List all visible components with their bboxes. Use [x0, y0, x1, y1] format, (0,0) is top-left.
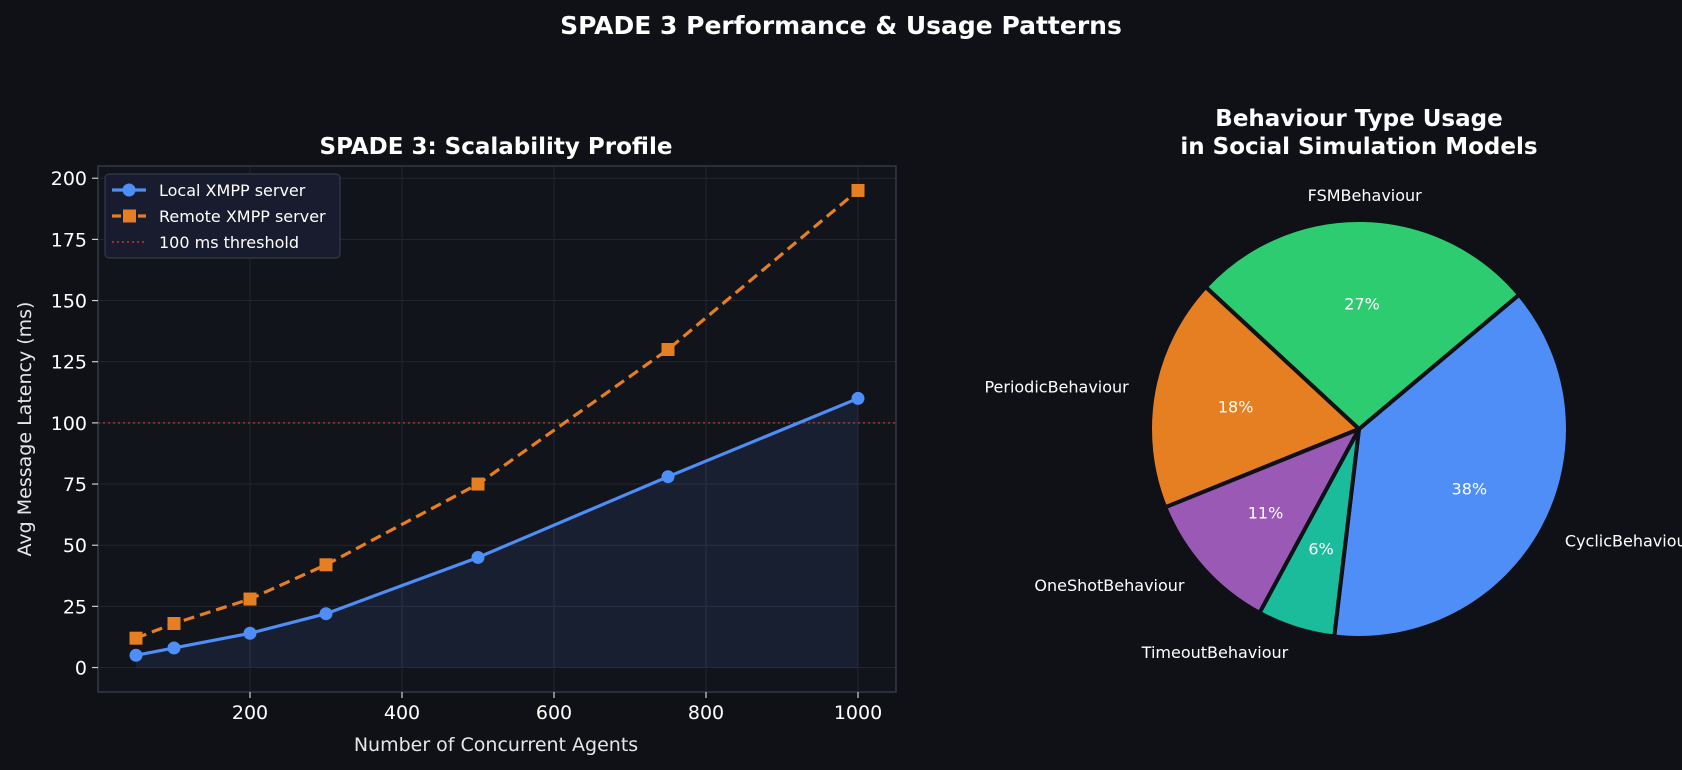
series-1-point-3 [319, 558, 333, 572]
series-0-point-1 [167, 641, 181, 655]
pie-pct-label-1: 27% [1344, 295, 1380, 314]
pie-pct-label-2: 18% [1218, 397, 1254, 416]
series-0-point-6 [851, 391, 865, 405]
x-tick-label-1: 400 [384, 702, 420, 724]
pie-label-3: OneShotBehaviour [1034, 576, 1185, 595]
pie-label-0: CyclicBehaviour [1565, 531, 1682, 550]
pie-slice-0 [1332, 292, 1570, 640]
x-tick-label-3: 800 [688, 702, 724, 724]
x-tick-label-2: 600 [536, 702, 572, 724]
x-tick-label-4: 1000 [834, 702, 882, 724]
pie-label-1: FSMBehaviour [1308, 186, 1422, 205]
y-tick-label-3: 75 [63, 474, 87, 496]
pie-title-line-2: in Social Simulation Models [1180, 134, 1537, 160]
pie-title-line-1: Behaviour Type Usage [1215, 106, 1502, 132]
x-axis-label: Number of Concurrent Agents [354, 734, 638, 756]
pie-slice-3 [1163, 427, 1361, 615]
legend-label-threshold: 100 ms threshold [159, 233, 299, 252]
series-1-point-4 [471, 477, 485, 491]
y-tick-label-6: 150 [51, 291, 87, 313]
pie-slice-2 [1148, 284, 1361, 510]
y-tick-label-0: 0 [75, 658, 87, 680]
pie-pct-label-4: 6% [1308, 540, 1333, 559]
series-1-point-0 [129, 631, 143, 645]
series-1-point-2 [243, 592, 257, 606]
legend-label-local: Local XMPP server [159, 181, 306, 200]
series-0-point-5 [661, 470, 675, 484]
series-0-point-3 [319, 607, 333, 621]
line-chart-title: SPADE 3: Scalability Profile [320, 134, 673, 160]
y-tick-label-7: 175 [51, 229, 87, 251]
pie-pct-label-0: 38% [1452, 480, 1488, 499]
legend-box [104, 173, 341, 259]
series-1-point-1 [167, 616, 181, 630]
local-series-area [136, 398, 858, 668]
pie-slice-4 [1257, 427, 1361, 639]
y-tick-label-2: 50 [63, 535, 87, 557]
pie-chart: Behaviour Type Usage in Social Simulatio… [984, 106, 1682, 662]
pie-label-4: TimeoutBehaviour [1141, 643, 1289, 662]
series-0-point-4 [471, 550, 485, 564]
series-1-point-5 [661, 342, 675, 356]
legend-label-remote: Remote XMPP server [159, 207, 326, 226]
series-0-point-2 [243, 626, 257, 640]
y-tick-label-4: 100 [51, 413, 87, 435]
y-tick-label-8: 200 [51, 168, 87, 190]
pie-slice-1 [1203, 218, 1522, 431]
y-tick-label-1: 25 [63, 596, 87, 618]
plot-frame [97, 165, 897, 693]
series-1-point-6 [851, 183, 865, 197]
line-chart: SPADE 3: Scalability Profile Number of C… [14, 134, 897, 756]
figure-title: SPADE 3 Performance & Usage Patterns [560, 11, 1122, 40]
y-tick-label-5: 125 [51, 352, 87, 374]
x-tick-label-0: 200 [232, 702, 268, 724]
y-axis-label: Avg Message Latency (ms) [14, 302, 36, 557]
pie-pct-label-3: 11% [1248, 504, 1284, 523]
legend-marker-remote [123, 209, 136, 223]
series-0-point-0 [129, 648, 143, 662]
pie-label-2: PeriodicBehaviour [984, 378, 1129, 397]
legend-marker-local [122, 183, 136, 197]
